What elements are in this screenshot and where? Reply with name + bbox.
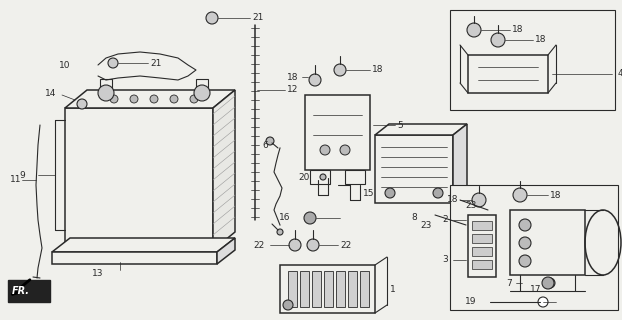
Circle shape	[320, 145, 330, 155]
Text: 14: 14	[45, 89, 57, 98]
Bar	[196, 79, 208, 93]
Bar	[288, 271, 297, 307]
Bar	[310, 170, 330, 184]
Text: 8: 8	[411, 213, 417, 222]
Circle shape	[307, 239, 319, 251]
Circle shape	[77, 99, 87, 109]
Circle shape	[513, 188, 527, 202]
Polygon shape	[217, 238, 235, 264]
Polygon shape	[52, 238, 235, 252]
Text: 22: 22	[254, 241, 265, 250]
Bar	[345, 170, 365, 184]
Text: 19: 19	[465, 298, 476, 307]
Circle shape	[108, 58, 118, 68]
Bar	[280, 265, 375, 313]
Circle shape	[130, 95, 138, 103]
Bar	[52, 252, 217, 264]
Text: 10: 10	[58, 60, 70, 69]
Text: 18: 18	[512, 26, 524, 35]
Text: 7: 7	[506, 278, 512, 287]
Circle shape	[485, 206, 495, 216]
Circle shape	[472, 193, 486, 207]
Text: 21: 21	[252, 13, 263, 22]
Text: 1: 1	[390, 284, 396, 293]
Circle shape	[538, 297, 548, 307]
Text: 21: 21	[150, 59, 161, 68]
Text: 16: 16	[279, 213, 290, 222]
Circle shape	[283, 300, 293, 310]
Circle shape	[110, 95, 118, 103]
Polygon shape	[213, 90, 235, 250]
Circle shape	[542, 277, 554, 289]
Circle shape	[170, 95, 178, 103]
Text: 15: 15	[363, 188, 374, 197]
Circle shape	[150, 95, 158, 103]
Circle shape	[340, 145, 350, 155]
Text: FR.: FR.	[12, 286, 30, 296]
Text: 23: 23	[420, 220, 432, 229]
Circle shape	[519, 255, 531, 267]
Bar	[65, 108, 213, 250]
Circle shape	[463, 221, 473, 231]
Bar	[472, 260, 492, 269]
Text: 9: 9	[19, 171, 25, 180]
Circle shape	[289, 239, 301, 251]
Circle shape	[433, 188, 443, 198]
Bar	[472, 221, 492, 230]
Bar	[468, 215, 496, 277]
Bar	[472, 247, 492, 256]
Bar	[510, 210, 585, 275]
Text: 18: 18	[550, 190, 562, 199]
Circle shape	[277, 229, 283, 235]
Circle shape	[206, 12, 218, 24]
Circle shape	[98, 85, 114, 101]
Circle shape	[320, 174, 326, 180]
Circle shape	[519, 219, 531, 231]
Text: 23: 23	[465, 201, 476, 210]
Text: 2: 2	[442, 215, 448, 225]
Text: 6: 6	[262, 140, 268, 149]
Circle shape	[519, 237, 531, 249]
Circle shape	[491, 33, 505, 47]
Bar	[100, 79, 112, 93]
Bar	[336, 271, 345, 307]
Text: 4: 4	[618, 69, 622, 78]
Circle shape	[467, 23, 481, 37]
Polygon shape	[453, 124, 467, 203]
Bar	[348, 271, 357, 307]
Text: 18: 18	[535, 36, 547, 44]
Text: 22: 22	[340, 241, 351, 250]
Bar	[472, 234, 492, 243]
Text: 18: 18	[287, 73, 298, 82]
Circle shape	[385, 188, 395, 198]
Bar	[375, 135, 453, 203]
Bar	[450, 185, 618, 310]
Polygon shape	[65, 90, 235, 108]
Bar	[8, 280, 50, 302]
Circle shape	[334, 64, 346, 76]
Text: 17: 17	[530, 284, 542, 293]
Circle shape	[194, 85, 210, 101]
Circle shape	[304, 212, 316, 224]
Text: 5: 5	[397, 121, 403, 130]
Bar	[324, 271, 333, 307]
Bar	[300, 271, 309, 307]
Text: 11: 11	[10, 175, 22, 185]
Circle shape	[309, 74, 321, 86]
Circle shape	[266, 137, 274, 145]
Polygon shape	[375, 124, 467, 135]
Bar	[312, 271, 321, 307]
Text: 18: 18	[447, 196, 458, 204]
Bar	[360, 271, 369, 307]
Circle shape	[190, 95, 198, 103]
Text: 18: 18	[372, 66, 384, 75]
Text: 3: 3	[442, 255, 448, 265]
Text: 12: 12	[287, 85, 299, 94]
Text: 13: 13	[92, 268, 103, 277]
Bar	[305, 95, 370, 170]
Bar	[450, 10, 615, 110]
Text: 20: 20	[299, 173, 310, 182]
Circle shape	[545, 278, 555, 288]
Bar	[468, 55, 548, 93]
